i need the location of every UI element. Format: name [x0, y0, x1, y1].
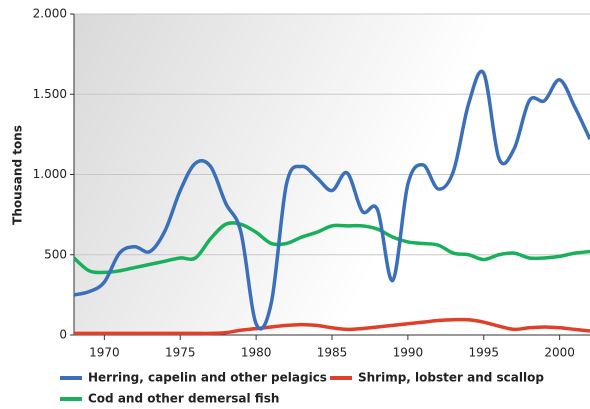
legend-label: Cod and other demersal fish	[88, 392, 279, 406]
series-line	[73, 69, 590, 331]
legend-label: Herring, capelin and other pelagics	[88, 371, 327, 385]
x-tick-label: 1975	[165, 346, 196, 360]
y-tick-label: 1.500	[33, 87, 67, 101]
x-tick-label: 2000	[544, 346, 575, 360]
series-line	[74, 317, 590, 336]
x-tick-label: 1985	[317, 346, 348, 360]
x-tick-label: 1970	[89, 346, 120, 360]
x-tick-label: 1990	[393, 346, 424, 360]
y-tick-label: 1.000	[33, 167, 67, 181]
y-tick-label: 0	[59, 328, 67, 342]
y-axis-label: Thousand tons	[11, 125, 25, 225]
y-tick-label: 2.000	[33, 7, 67, 21]
y-tick-label: 500	[44, 247, 67, 261]
legend-label: Shrimp, lobster and scallop	[358, 371, 544, 385]
x-tick-label: 1995	[468, 346, 499, 360]
x-tick-label: 1980	[241, 346, 272, 360]
series-line	[72, 221, 590, 275]
